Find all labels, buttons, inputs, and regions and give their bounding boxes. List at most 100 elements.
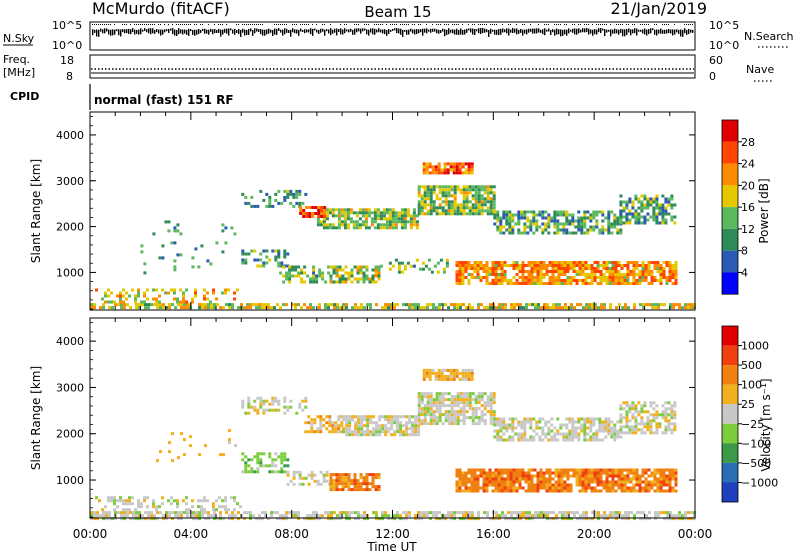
heatmap-cell [671, 270, 675, 273]
heatmap-cell [523, 423, 527, 427]
heatmap-cell [476, 273, 480, 276]
heatmap-cell [155, 300, 158, 304]
heatmap-cell [354, 433, 358, 437]
heatmap-cell [619, 435, 623, 439]
heatmap-cell [587, 471, 591, 475]
heatmap-cell [104, 505, 107, 509]
heatmap-cell [532, 435, 536, 439]
heatmap-cell [399, 424, 403, 428]
heatmap-cell [515, 267, 519, 270]
heatmap-cell [674, 468, 678, 472]
noise-sample [446, 24, 447, 25]
heatmap-cell [637, 218, 641, 222]
heatmap-cell [544, 228, 548, 232]
heatmap-cell [467, 489, 471, 493]
heatmap-cell [420, 422, 424, 426]
heatmap-cell [399, 421, 403, 425]
heatmap-cell [610, 222, 614, 226]
heatmap-cell [385, 223, 389, 227]
heatmap-cell [500, 267, 504, 270]
heatmap-cell [138, 306, 141, 310]
heatmap-cell [511, 231, 515, 235]
heatmap-cell [510, 303, 513, 307]
heatmap-cell [432, 410, 436, 414]
heatmap-cell [271, 470, 275, 474]
heatmap-cell [456, 203, 460, 207]
heatmap-cell [360, 303, 363, 307]
noise-sample [472, 28, 474, 35]
noise-sample [224, 28, 226, 33]
heatmap-cell [656, 477, 660, 481]
heatmap-cell [533, 483, 537, 487]
heatmap-cell [589, 225, 593, 229]
heatmap-cell [429, 212, 433, 216]
heatmap-cell [598, 429, 602, 433]
heatmap-cell [516, 514, 519, 518]
heatmap-cell [262, 411, 266, 415]
heatmap-cell [391, 220, 395, 224]
heatmap-cell [405, 514, 408, 518]
heatmap-cell [393, 433, 397, 437]
heatmap-cell [374, 485, 378, 489]
heatmap-cell [483, 306, 486, 310]
heatmap-cell [489, 206, 493, 210]
heatmap-cell [134, 297, 137, 301]
heatmap-cell [385, 217, 389, 221]
heatmap-cell [485, 273, 489, 276]
heatmap-cell [369, 418, 373, 422]
heatmap-cell [310, 424, 314, 428]
heatmap-cell [450, 514, 453, 518]
noise-sample [656, 24, 657, 25]
heatmap-cell [674, 282, 678, 285]
heatmap-cell [548, 468, 552, 472]
heatmap-cell [207, 303, 210, 307]
heatmap-cell [340, 220, 344, 224]
heatmap-cell [331, 421, 335, 425]
heatmap-cell [453, 206, 457, 210]
noise-sample [540, 29, 542, 33]
heatmap-cell [417, 398, 421, 402]
noise-sample [248, 24, 249, 25]
heatmap-cell [563, 474, 567, 478]
heatmap-cell [500, 483, 504, 487]
heatmap-cell [604, 426, 608, 430]
heatmap-cell [297, 514, 300, 518]
noise-sample [360, 28, 362, 34]
heatmap-cell [616, 435, 620, 439]
heatmap-cell [414, 424, 418, 428]
heatmap-cell [506, 474, 510, 478]
heatmap-cell [346, 226, 350, 230]
heatmap-cell [453, 401, 457, 405]
noise-sample [280, 24, 281, 25]
heatmap-cell [446, 374, 450, 378]
heatmap-cell [538, 210, 542, 214]
heatmap-cell [123, 306, 126, 310]
heatmap-cell [379, 223, 383, 227]
heatmap-cell [505, 222, 509, 226]
heatmap-cell [286, 252, 290, 256]
heatmap-cell [667, 428, 671, 432]
heatmap-cell [611, 489, 615, 493]
noise-sample [512, 28, 514, 34]
heatmap-cell [378, 517, 381, 521]
heatmap-cell [524, 474, 528, 478]
heatmap-cell [596, 483, 600, 487]
heatmap-cell [637, 422, 641, 426]
heatmap-cell [237, 306, 240, 310]
heatmap-cell [376, 214, 380, 218]
heatmap-cell [183, 306, 186, 310]
heatmap-cell [562, 228, 566, 232]
heatmap-cell [255, 306, 258, 310]
heatmap-cell [338, 479, 342, 483]
heatmap-cell [505, 210, 509, 214]
heatmap-cell [259, 452, 263, 456]
heatmap-cell [241, 452, 245, 456]
heatmap-cell [171, 432, 174, 436]
heatmap-cell [664, 221, 668, 225]
heatmap-cell [542, 471, 546, 475]
heatmap-cell [563, 273, 567, 276]
heatmap-cell [271, 464, 275, 468]
heatmap-cell [277, 249, 281, 253]
noise-sample [546, 24, 547, 25]
heatmap-cell [164, 291, 167, 295]
